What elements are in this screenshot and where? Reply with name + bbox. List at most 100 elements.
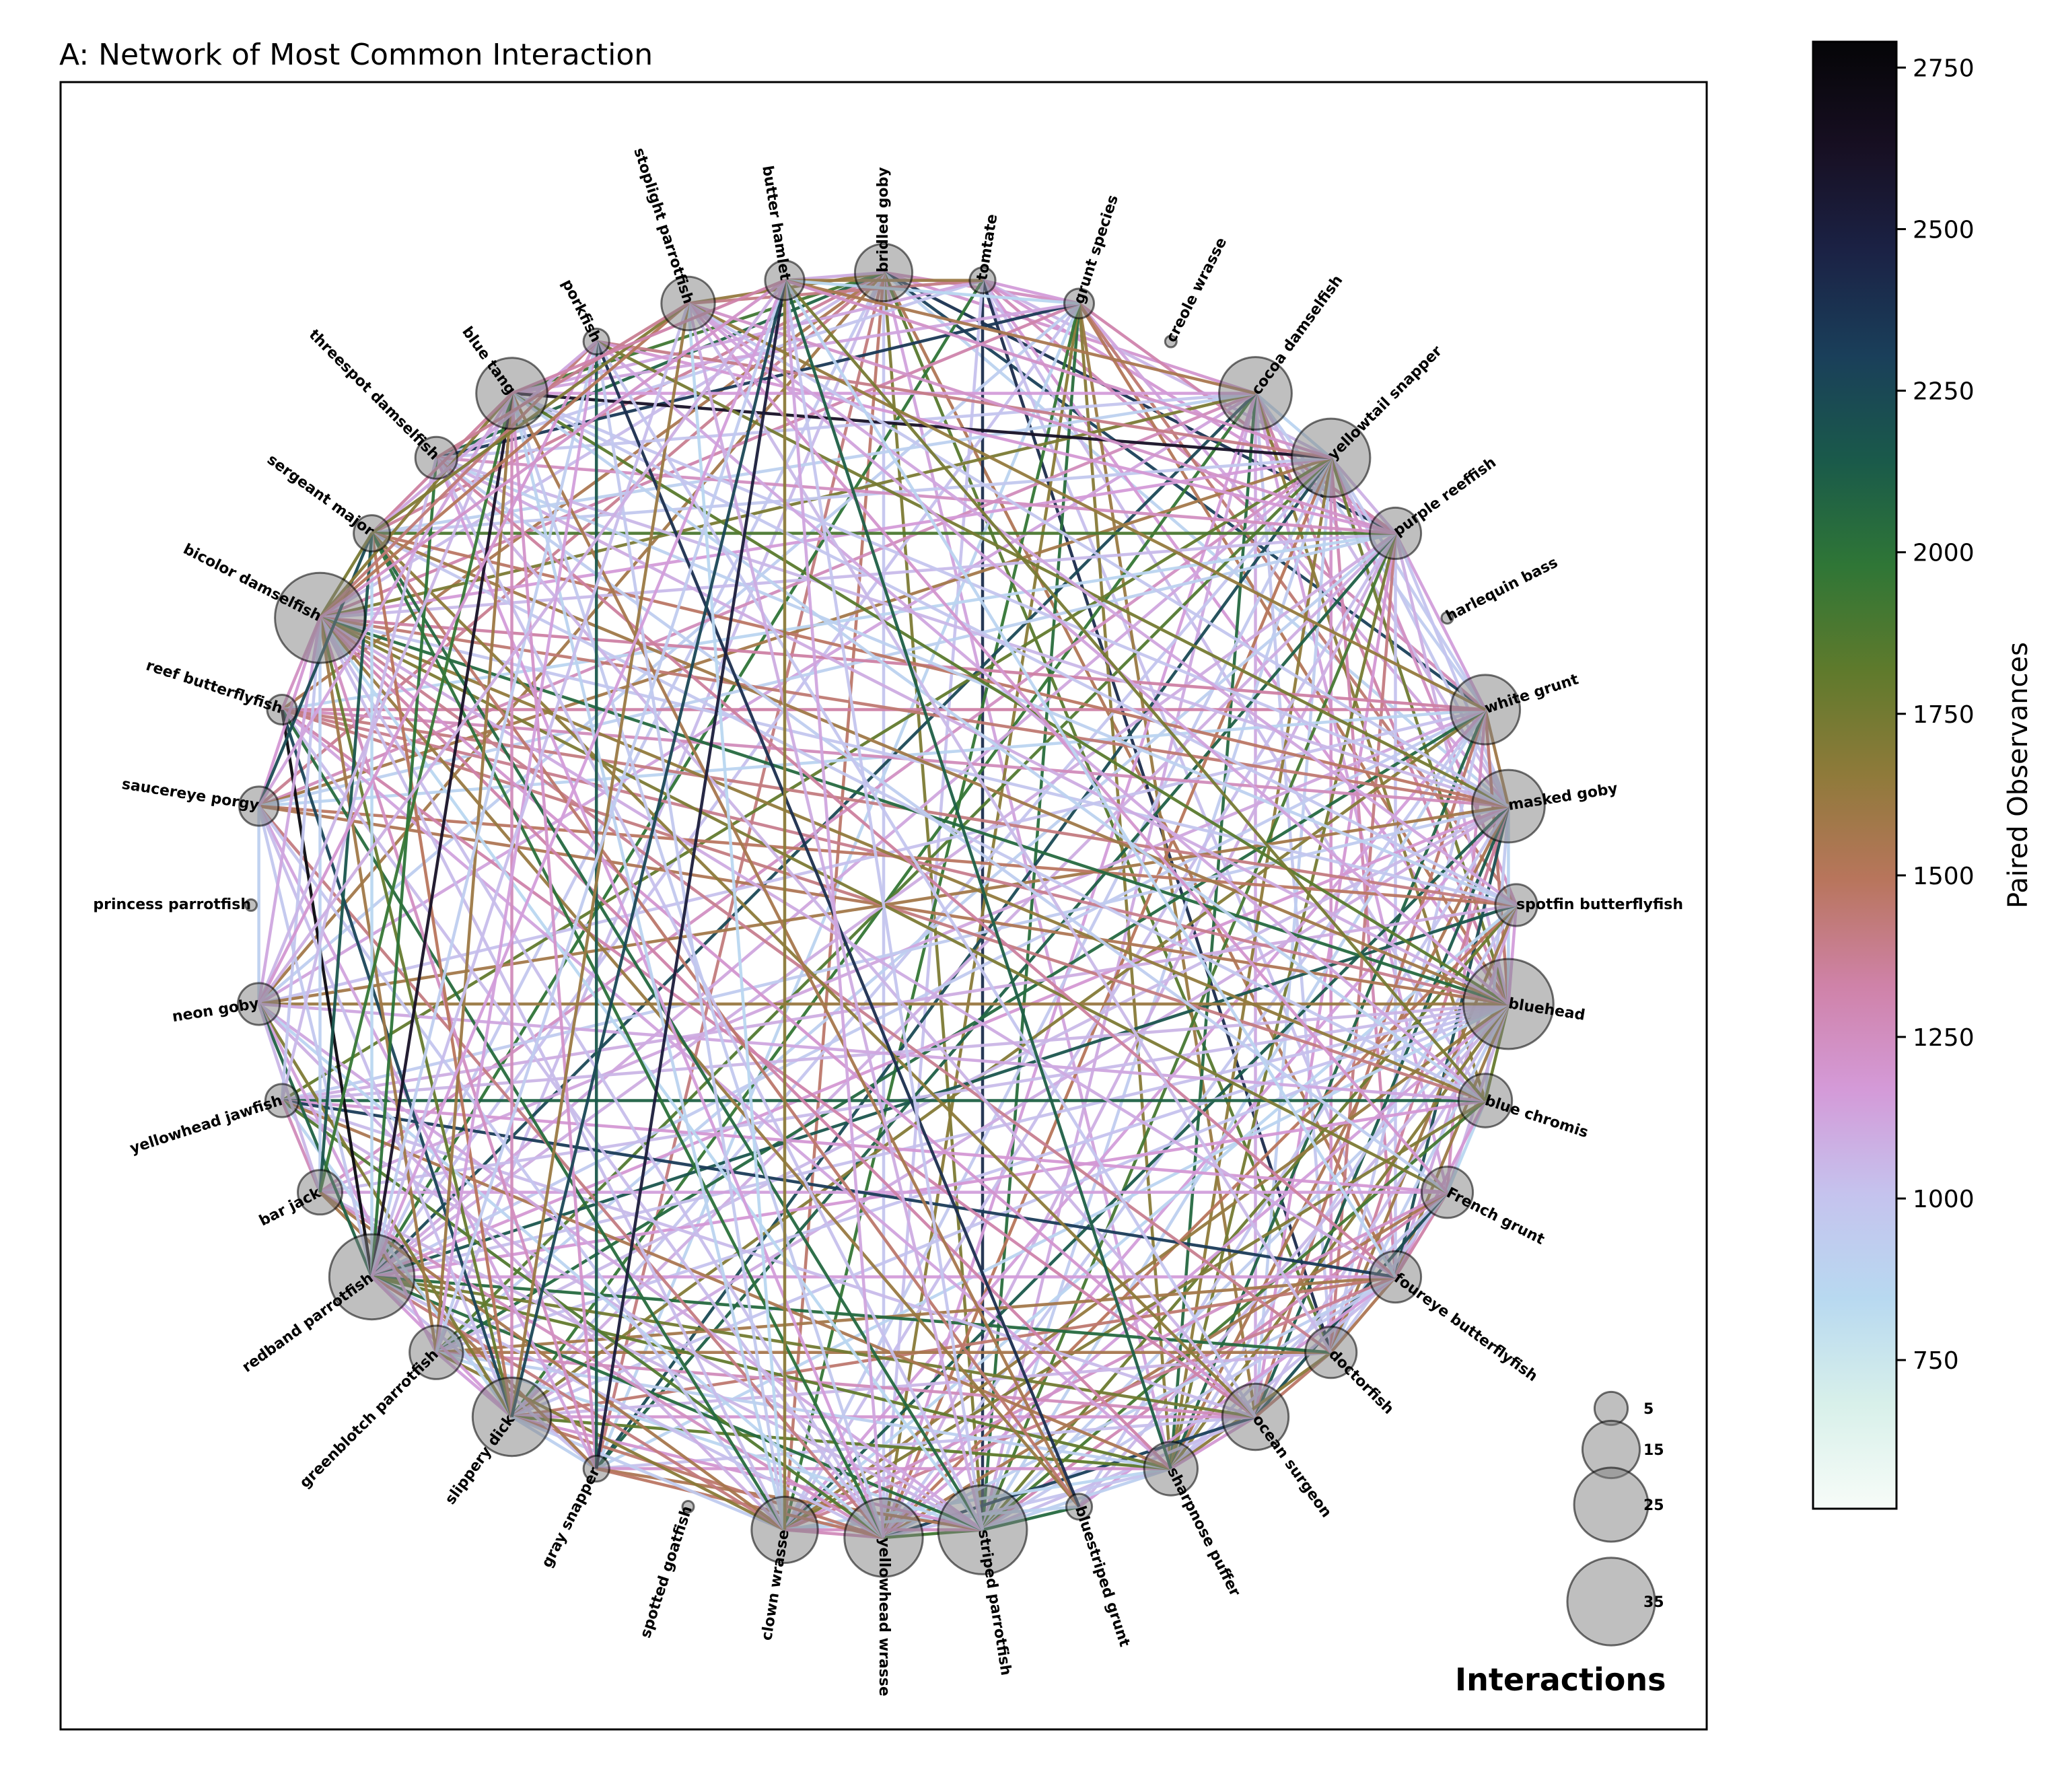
node-circle — [353, 514, 391, 552]
colorbar-tick-label: 2250 — [1913, 378, 1975, 406]
network-edge — [511, 392, 1331, 460]
edges-layer — [257, 271, 1518, 1540]
network-edge — [511, 1002, 1510, 1419]
network-edge — [686, 302, 1449, 1194]
network-edge — [319, 279, 786, 620]
network-edge — [370, 303, 690, 1278]
network-edge — [783, 1190, 1448, 1532]
network-edge — [783, 532, 1397, 1531]
network-edge — [370, 532, 984, 1531]
network-edge — [318, 533, 374, 1192]
colorbar-tick-label: 1000 — [1913, 1186, 1975, 1213]
network-edge — [319, 302, 689, 619]
figure-title: A: Network of Most Common Interaction — [59, 38, 653, 72]
node-circle — [750, 1495, 819, 1565]
node-circle — [681, 1500, 695, 1513]
network-edge — [320, 532, 1396, 620]
node-circle — [237, 982, 281, 1026]
node-circle — [582, 327, 610, 356]
node-circle — [475, 357, 548, 430]
network-edge — [258, 1003, 984, 1532]
legend-circle — [1566, 1556, 1656, 1647]
network-edge — [435, 393, 513, 1353]
network-edge — [258, 392, 1256, 808]
colorbar-ticks: 750 1000 1250 1500 1750 2000 2250 2500 2750 — [1896, 55, 1975, 1375]
network-edge — [371, 708, 1487, 1279]
network-edge — [371, 1002, 1509, 1279]
network-edge — [280, 618, 322, 1101]
node-circle — [1471, 768, 1546, 844]
network-edge — [371, 1275, 885, 1540]
network-edge — [510, 532, 1397, 1419]
node-circle — [328, 1233, 416, 1321]
network-edge — [687, 301, 1487, 711]
colorbar-tick-label: 2750 — [1913, 55, 1975, 82]
node-circle — [1164, 334, 1178, 349]
network-edge — [371, 1275, 1256, 1419]
network-edge — [258, 1003, 786, 1531]
network-edge — [596, 340, 1510, 808]
legend-circle — [1573, 1466, 1649, 1543]
network-edge — [318, 392, 513, 1193]
colorbar-tick-label: 1750 — [1913, 701, 1975, 729]
network-edge — [318, 617, 513, 1418]
legend-circles: 5 15 25 35 — [1566, 1390, 1664, 1647]
network-edge — [1077, 303, 1173, 1469]
node-circle — [1065, 1493, 1094, 1521]
network-edge — [318, 617, 787, 1531]
network-edge — [784, 279, 1332, 460]
network-edge — [318, 616, 1081, 1508]
network-edge — [435, 456, 1510, 1006]
network-edge — [596, 1002, 1510, 1470]
network-edge — [1394, 532, 1510, 1005]
network-edge — [281, 709, 786, 1531]
network-edge — [258, 708, 1486, 1006]
node-circle — [660, 275, 716, 332]
network-edge — [981, 279, 1397, 1278]
network-edge — [783, 709, 1487, 1531]
network-edge — [318, 617, 885, 1539]
node-circle — [297, 1169, 343, 1216]
legend-size-label: 25 — [1643, 1497, 1664, 1514]
legend-size-label: 35 — [1643, 1594, 1664, 1611]
network-edge — [435, 341, 598, 1353]
network-edge — [281, 1099, 984, 1532]
network-edge — [783, 279, 1172, 1470]
node-circle — [409, 1324, 464, 1380]
colorbar-tick-label: 1500 — [1913, 863, 1975, 890]
network-edge — [882, 709, 1487, 1539]
node-circle — [238, 785, 280, 827]
network-edge — [511, 392, 1510, 1005]
colorbar-label: Paired Observances — [2003, 642, 2034, 908]
node-circle — [1449, 674, 1522, 746]
network-edge — [371, 804, 1510, 1279]
network-edge — [257, 279, 786, 1005]
network-edge — [596, 1415, 1256, 1470]
network-edge — [257, 1003, 374, 1278]
node-circle — [414, 435, 458, 480]
node-label: bridled goby — [875, 167, 892, 273]
network-edge — [783, 279, 1397, 1278]
node-circle — [266, 694, 298, 725]
nodes-layer — [237, 242, 1555, 1578]
node-circle — [1368, 1250, 1423, 1304]
network-edge — [370, 532, 886, 1539]
network-edge — [370, 533, 513, 1417]
node-circle — [471, 1376, 553, 1458]
node-circle — [843, 1497, 924, 1578]
network-edge — [257, 392, 513, 1005]
network-edge — [371, 532, 1510, 1006]
network-edge — [594, 280, 787, 1469]
network-edge — [258, 708, 1486, 808]
node-circle — [1291, 417, 1372, 498]
network-edge — [687, 302, 1510, 1005]
size-legend: 5 15 25 35 Interactions — [1455, 1390, 1666, 1698]
colorbar: 750 1000 1250 1500 1750 2000 2250 2500 2750 Pair… — [1812, 40, 2034, 1510]
node-label: yellowhead wrasse — [876, 1538, 892, 1696]
network-edge — [1329, 457, 1510, 1005]
colorbar-tick-label: 2000 — [1913, 540, 1975, 567]
network-edge — [784, 279, 1256, 395]
network-edge — [594, 341, 787, 1530]
network-edge — [687, 302, 1510, 808]
